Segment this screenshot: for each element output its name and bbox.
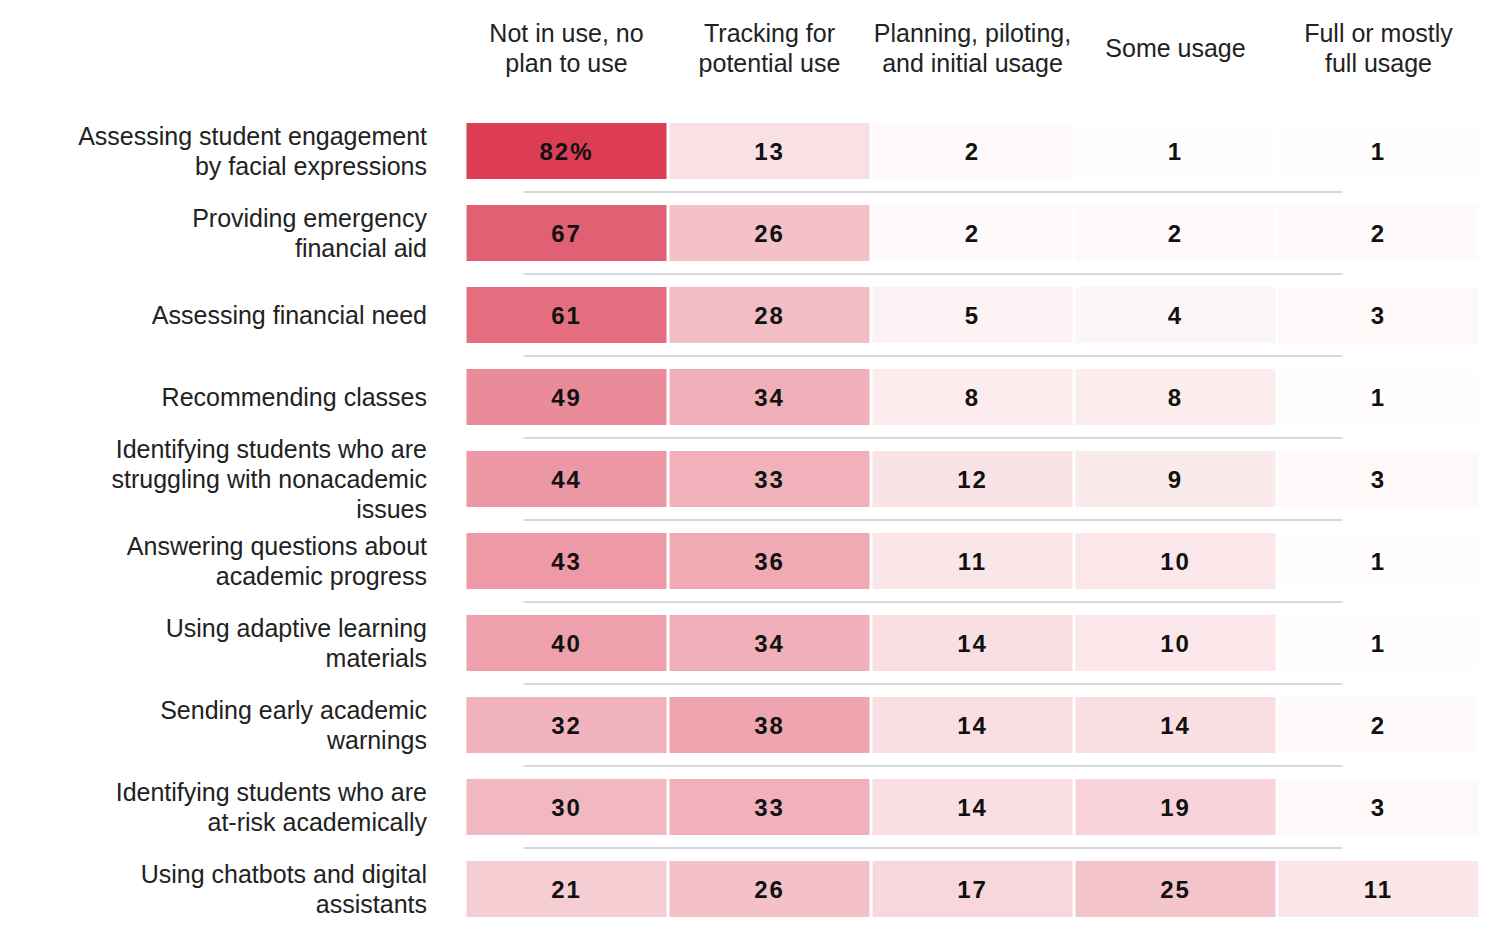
svg-text:Sending early academicwarnings: Sending early academicwarnings (160, 696, 427, 754)
svg-text:Identifying students who arest: Identifying students who arestruggling w… (112, 435, 427, 523)
svg-text:Using adaptive learningmateria: Using adaptive learningmaterials (166, 614, 427, 672)
svg-text:13: 13 (754, 138, 785, 165)
svg-text:34: 34 (754, 384, 785, 411)
svg-text:10: 10 (1160, 548, 1191, 575)
svg-text:26: 26 (754, 876, 785, 903)
svg-text:67: 67 (551, 220, 582, 247)
svg-text:12: 12 (957, 466, 988, 493)
svg-text:21: 21 (551, 876, 582, 903)
svg-text:40: 40 (551, 630, 582, 657)
svg-text:Answering questions aboutacade: Answering questions aboutacademic progre… (127, 532, 427, 590)
svg-text:14: 14 (957, 712, 988, 739)
svg-text:8: 8 (1168, 384, 1183, 411)
svg-text:8: 8 (965, 384, 980, 411)
svg-text:14: 14 (957, 794, 988, 821)
svg-text:Not in use, noplan to use: Not in use, noplan to use (489, 19, 643, 77)
svg-text:1: 1 (1371, 384, 1386, 411)
svg-text:1: 1 (1168, 138, 1183, 165)
svg-text:33: 33 (754, 466, 785, 493)
svg-text:25: 25 (1160, 876, 1191, 903)
svg-text:36: 36 (754, 548, 785, 575)
svg-text:2: 2 (1168, 220, 1183, 247)
svg-text:2: 2 (965, 220, 980, 247)
svg-text:Identifying students who areat: Identifying students who areat-risk acad… (116, 778, 428, 836)
svg-text:5: 5 (965, 302, 980, 329)
svg-text:1: 1 (1371, 138, 1386, 165)
svg-text:4: 4 (1168, 302, 1183, 329)
svg-text:Tracking forpotential use: Tracking forpotential use (699, 19, 841, 77)
svg-text:1: 1 (1371, 548, 1386, 575)
svg-text:28: 28 (754, 302, 785, 329)
svg-text:43: 43 (551, 548, 582, 575)
svg-text:14: 14 (1160, 712, 1191, 739)
svg-text:3: 3 (1371, 302, 1386, 329)
svg-text:30: 30 (551, 794, 582, 821)
svg-text:44: 44 (551, 466, 582, 493)
svg-text:10: 10 (1160, 630, 1191, 657)
svg-text:33: 33 (754, 794, 785, 821)
svg-text:Assessing student engagementby: Assessing student engagementby facial ex… (78, 122, 427, 180)
svg-text:Assessing financial need: Assessing financial need (152, 301, 427, 329)
svg-text:1: 1 (1371, 630, 1386, 657)
svg-text:Recommending classes: Recommending classes (162, 383, 427, 411)
svg-text:2: 2 (1371, 220, 1386, 247)
svg-text:14: 14 (957, 630, 988, 657)
svg-text:19: 19 (1160, 794, 1191, 821)
svg-text:49: 49 (551, 384, 582, 411)
svg-text:17: 17 (957, 876, 988, 903)
svg-text:9: 9 (1168, 466, 1183, 493)
svg-text:11: 11 (1364, 876, 1393, 903)
svg-text:2: 2 (1371, 712, 1386, 739)
svg-text:3: 3 (1371, 466, 1386, 493)
svg-text:34: 34 (754, 630, 785, 657)
svg-text:Providing emergencyfinancial a: Providing emergencyfinancial aid (192, 204, 427, 262)
svg-text:3: 3 (1371, 794, 1386, 821)
svg-text:38: 38 (754, 712, 785, 739)
svg-text:Using chatbots and digitalassi: Using chatbots and digitalassistants (141, 860, 427, 918)
svg-text:82%: 82% (539, 138, 593, 165)
svg-text:26: 26 (754, 220, 785, 247)
svg-text:2: 2 (965, 138, 980, 165)
svg-text:11: 11 (958, 548, 987, 575)
svg-text:32: 32 (551, 712, 582, 739)
svg-text:Full or mostlyfull usage: Full or mostlyfull usage (1304, 19, 1453, 77)
svg-text:Some usage: Some usage (1105, 34, 1245, 62)
svg-text:Planning, piloting,and initial: Planning, piloting,and initial usage (874, 19, 1071, 77)
svg-text:61: 61 (551, 302, 582, 329)
